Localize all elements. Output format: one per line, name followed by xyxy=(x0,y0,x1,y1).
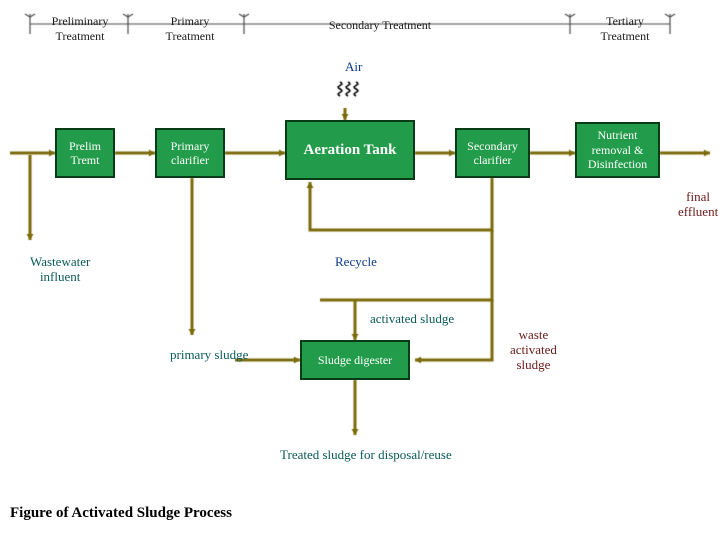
stage-primary-label: PrimaryTreatment xyxy=(150,14,230,44)
label-activated-sludge: activated sludge xyxy=(370,312,454,327)
label-influent: Wastewaterinfluent xyxy=(30,255,90,285)
label-air: Air xyxy=(345,60,362,75)
label-primary-sludge: primary sludge xyxy=(170,348,248,363)
box-aeration-tank: Aeration Tank xyxy=(285,120,415,180)
box-nutrient-removal: Nutrient removal & Disinfection xyxy=(575,122,660,178)
label-final-effluent: finaleffluent xyxy=(678,190,718,220)
stage-tertiary-label: TertiaryTreatment xyxy=(585,14,665,44)
box-sludge-digester: Sludge digester xyxy=(300,340,410,380)
label-recycle: Recycle xyxy=(335,255,377,270)
label-treated-sludge: Treated sludge for disposal/reuse xyxy=(280,448,452,463)
label-waste-sludge: wasteactivatedsludge xyxy=(510,328,557,373)
box-prelim-treatment: Prelim Tremt xyxy=(55,128,115,178)
box-secondary-clarifier: Secondary clarifier xyxy=(455,128,530,178)
figure-caption: Figure of Activated Sludge Process xyxy=(10,505,232,522)
stage-secondary-label: Secondary Treatment xyxy=(280,18,480,33)
box-primary-clarifier: Primary clarifier xyxy=(155,128,225,178)
stage-prelim-label: PreliminaryTreatment xyxy=(40,14,120,44)
